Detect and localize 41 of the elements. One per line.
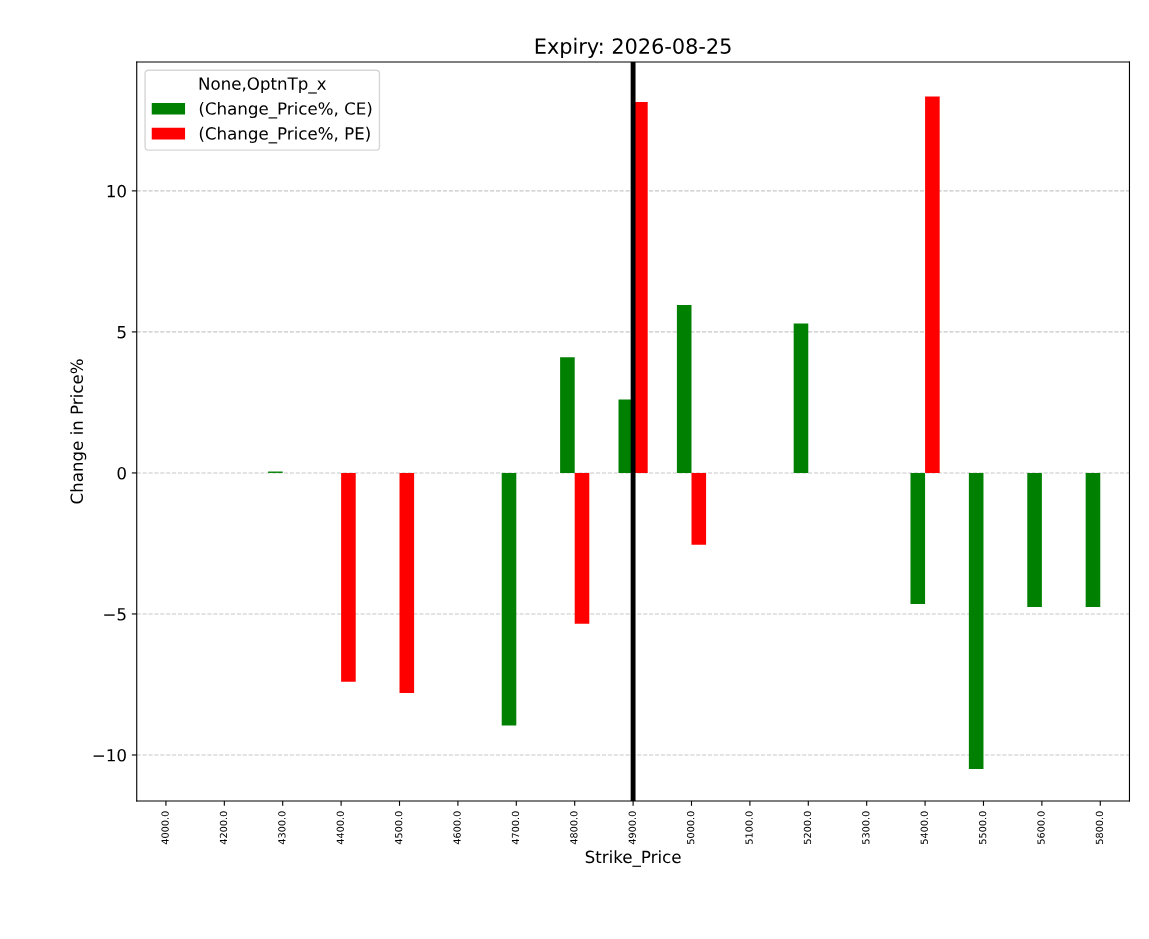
bar [1085, 472, 1101, 607]
y-tick-label: 0 [117, 466, 126, 480]
bar [341, 472, 356, 682]
x-tick-label: 5300.0 [862, 811, 870, 844]
bar [968, 472, 984, 770]
bar [676, 305, 692, 473]
y-tick-label: 5 [117, 326, 126, 339]
x-tick-label: 4000.0 [161, 811, 169, 845]
bar [1027, 472, 1042, 607]
x-tick-label: 5000.0 [686, 811, 695, 844]
x-tick-label: 5600.0 [1037, 811, 1045, 844]
x-tick-label: 4700.0 [511, 811, 520, 845]
x-tick-label: 4400.0 [336, 811, 344, 845]
legend-label: (Change_Price%, CE) [199, 101, 372, 119]
bar [925, 96, 940, 473]
x-tick-label: 5200.0 [803, 811, 812, 844]
chart-title: Expiry: 2026-08-25 [535, 37, 731, 58]
y-tick-label: −10 [93, 748, 126, 762]
x-tick-label: 4500.0 [394, 811, 403, 845]
y-axis-title: Change in Price% [70, 359, 87, 504]
x-tick-label: 5500.0 [978, 811, 987, 844]
legend-label: (Change_Price%, PE) [199, 126, 370, 144]
x-tick-label: 5800.0 [1095, 811, 1104, 844]
bar [691, 472, 707, 545]
bar [574, 472, 590, 624]
x-tick-label: 4200.0 [219, 811, 228, 845]
x-axis-title: Strike_Price [585, 850, 681, 867]
bar [399, 472, 415, 693]
bar [910, 472, 926, 605]
legend-title: None,OptnTp_x [199, 77, 326, 94]
bar [501, 472, 517, 726]
x-tick-label: 5100.0 [745, 811, 753, 844]
y-tick-label: 10 [107, 184, 126, 198]
x-tick-label: 4800.0 [570, 811, 578, 845]
y-tick-label: −5 [104, 608, 126, 621]
bar [793, 323, 809, 473]
x-tick-label: 4900.0 [628, 811, 636, 845]
bar [560, 357, 575, 473]
x-tick-label: 4600.0 [453, 811, 461, 845]
x-tick-label: 4300.0 [278, 811, 286, 845]
x-tick-label: 5400.0 [920, 811, 928, 844]
